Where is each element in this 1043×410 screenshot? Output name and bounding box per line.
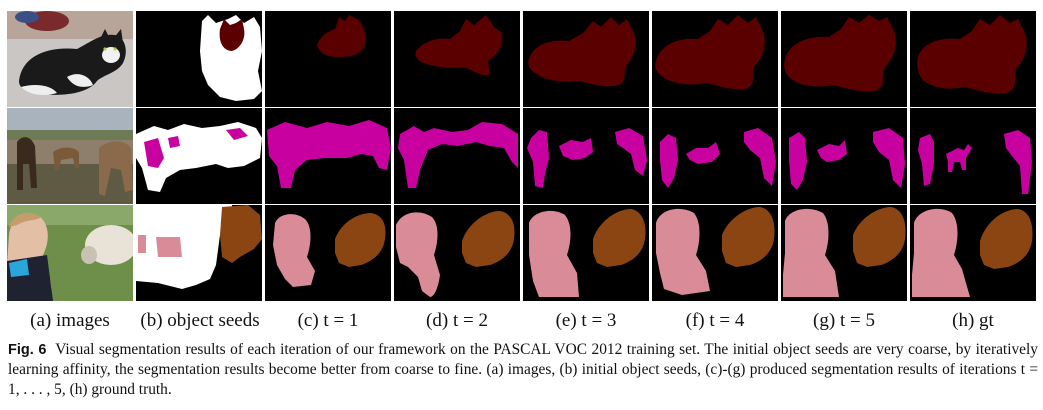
seed-horses [136, 108, 262, 204]
col-label-t5: (g) t = 5 [813, 310, 875, 331]
image-cat [7, 11, 133, 107]
seed-person-sheep [136, 205, 262, 301]
caption-text: Visual segmentation results of each iter… [8, 341, 1038, 398]
col-label-t4: (f) t = 4 [685, 310, 745, 331]
seg-person-sheep-t3 [523, 205, 649, 301]
col-label-t2: (d) t = 2 [426, 310, 488, 331]
seg-cat-t4 [652, 11, 778, 107]
gt-cat [910, 11, 1036, 107]
seg-cat-t5 [781, 11, 907, 107]
col-label-object-seeds: (b) object seeds [140, 310, 260, 331]
seg-cat-t2 [394, 11, 520, 107]
seg-cat-t1 [265, 11, 391, 107]
gt-person-sheep [910, 205, 1036, 301]
gt-horses [910, 108, 1036, 204]
caption-label: Fig. 6 [8, 342, 47, 358]
figure-caption: Fig. 6 Visual segmentation results of ea… [8, 340, 1038, 400]
seed-cat [136, 11, 262, 107]
col-label-t1: (c) t = 1 [297, 310, 359, 331]
seg-horses-t3 [523, 108, 649, 204]
image-person-sheep [7, 205, 133, 301]
col-label-gt: (h) gt [952, 310, 994, 331]
seg-person-sheep-t2 [394, 205, 520, 301]
seg-person-sheep-t5 [781, 205, 907, 301]
col-label-images: (a) images [30, 310, 110, 331]
seg-horses-t2 [394, 108, 520, 204]
seg-horses-t5 [781, 108, 907, 204]
seg-person-sheep-t4 [652, 205, 778, 301]
col-label-t3: (e) t = 3 [555, 310, 617, 331]
seg-cat-t3 [523, 11, 649, 107]
image-horses [7, 108, 133, 204]
seg-person-sheep-t1 [265, 205, 391, 301]
seg-horses-t4 [652, 108, 778, 204]
seg-horses-t1 [265, 108, 391, 204]
